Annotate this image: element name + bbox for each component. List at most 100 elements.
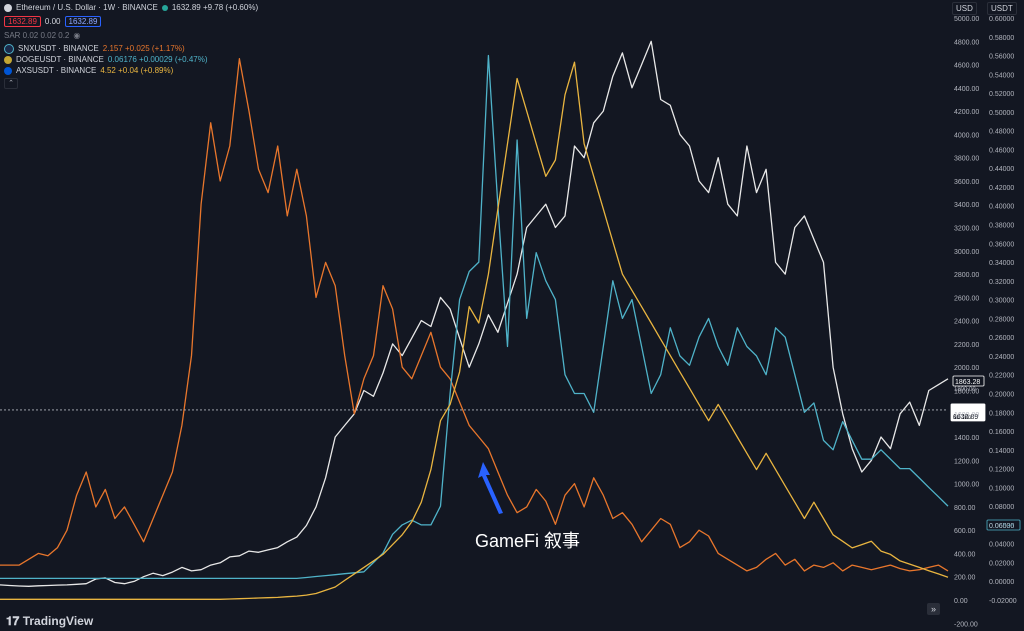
left-tick-label: 1000.00 [954,482,979,489]
right-tick-label: 0.60000 [989,16,1014,23]
axs-value: 4.52 +0.04 (+0.89%) [100,66,174,75]
legend-row-doge[interactable]: DOGEUSDT · BINANCE 0.06176 +0.00029 (+0.… [4,54,262,65]
left-tick-label: 3600.00 [954,179,979,186]
right-tick-label: 0.02000 [989,560,1014,567]
right-tick-label: 0.34000 [989,260,1014,267]
right-tick-label: 0.36000 [989,241,1014,248]
tradingview-logo[interactable]: 𝟏𝟕 TradingView [6,614,93,629]
left-tick-label: 4000.00 [954,132,979,139]
eth-last-price-tag-bg [950,403,986,422]
right-tick-label: 0.50000 [989,110,1014,117]
right-tick-label: 0.20000 [989,391,1014,398]
right-tick-label: 0.54000 [989,72,1014,79]
right-tick-label: 0.12000 [989,467,1014,474]
right-tick-label: 0.04000 [989,542,1014,549]
right-tick-label: 0.16000 [989,429,1014,436]
left-tick-label: 1800.00 [954,388,979,395]
right-price-axis[interactable]: 0.60000 0.58000 0.56000 0.54000 0.52000 0.500… [989,16,1017,605]
right-tick-label: 0.28000 [989,316,1014,323]
eye-icon[interactable]: ◉ [73,31,81,40]
right-tick-label: 0.42000 [989,185,1014,192]
left-tick-label: 600.00 [954,528,976,535]
legend-row-snx[interactable]: SNXUSDT · BINANCE 2.157 +0.025 (+1.17%) [4,43,262,54]
doge-last-price-tag-bg [986,519,1021,531]
right-tick-label: 0.40000 [989,204,1014,211]
left-tick-label: 4200.00 [954,109,979,116]
right-unit-button[interactable]: USDT [987,2,1017,15]
right-tick-label: -0.02000 [989,598,1017,605]
doge-value: 0.06176 +0.00029 (+0.47%) [107,55,208,64]
eth-icon [4,3,12,12]
collapse-legend-button[interactable]: ⌃ [4,78,18,89]
arrow-shape [478,462,503,514]
right-tick-label: 0.08000 [989,504,1014,511]
left-tick-label: 800.00 [954,505,976,512]
annotation-arrow [478,462,503,514]
left-unit-button[interactable]: USD [952,2,977,15]
right-tick-label: 0.58000 [989,35,1014,42]
left-tick-label: 1600.00 [954,412,979,419]
right-tick-label: 0.44000 [989,166,1014,173]
left-tick-label: 2400.00 [954,319,979,326]
right-tick-label: 0.56000 [989,54,1014,61]
right-tick-label: 0.32000 [989,279,1014,286]
market-status-icon [161,4,168,11]
upper-price-tag: 1863.28 [955,379,980,386]
left-tick-label: 3400.00 [954,202,979,209]
main-symbol-title[interactable]: Ethereum / U.S. Dollar · 1W · BINANCE [16,3,158,12]
left-tick-label: 1200.00 [954,458,979,465]
left-tick-label: 2600.00 [954,295,979,302]
eth-last-price-tag: 1632.89 [953,414,978,421]
legend-row-axs[interactable]: AXSUSDT · BINANCE 4.52 +0.04 (+0.89%) [4,65,262,76]
upper-price-tag-bg [952,375,985,387]
snx-symbol: SNXUSDT · BINANCE [18,44,99,53]
axs-symbol: AXSUSDT · BINANCE [16,66,97,75]
snx-value: 2.157 +0.025 (+1.17%) [102,44,185,53]
bid-ask-row: 1632.89 0.00 1632.89 [4,16,262,27]
right-tick-label: 0.24000 [989,354,1014,361]
left-tick-label: 200.00 [954,575,976,582]
main-price-change: 1632.89 +9.78 (+0.60%) [171,3,259,12]
left-tick-label: 2800.00 [954,272,979,279]
ask-box[interactable]: 1632.89 [64,16,102,27]
right-tick-label: 0.14000 [989,448,1014,455]
left-tick-label: 2000.00 [954,365,979,372]
right-tick-label: 0.26000 [989,335,1014,342]
right-tick-label: 0.10000 [989,485,1014,492]
right-tick-label: 0.06000 [989,523,1014,530]
spread-value: 0.00 [44,17,61,26]
left-tick-label: 2200.00 [954,342,979,349]
left-tick-label: 400.00 [954,551,976,558]
right-tick-label: 0.30000 [989,298,1014,305]
axs-icon [4,66,12,75]
right-tick-label: 0.52000 [989,91,1014,98]
scroll-to-realtime-button[interactable]: » [927,603,940,615]
axs-series-line [0,61,949,600]
eth-countdown: 6d 16h [953,415,971,421]
sar-row[interactable]: SAR 0.02 0.02 0.2 ◉ [4,30,262,41]
tradingview-icon: 𝟏𝟕 [6,614,20,628]
annotation-text: GameFi 叙事 [475,531,581,551]
right-tick-label: 0.48000 [989,129,1014,136]
sar-label: SAR 0.02 0.02 0.2 [4,31,70,40]
left-tick-label: 0.00 [954,598,968,605]
doge-icon [4,55,12,64]
tradingview-label: TradingView [22,614,94,628]
bid-box[interactable]: 1632.89 [4,16,41,27]
doge-symbol: DOGEUSDT · BINANCE [16,55,104,64]
left-tick-label: 4400.00 [954,86,979,93]
upper-price-sub: 1800.00 [954,387,976,393]
right-tick-label: 0.22000 [989,373,1014,380]
eth-series-line [0,40,949,587]
left-price-axis[interactable]: 5000.00 4800.00 4600.00 4400.00 4200.00 4000.… [954,16,979,628]
right-tick-label: 0.00000 [989,579,1014,586]
right-tick-label: 0.38000 [989,223,1014,230]
left-tick-label: 4800.00 [954,39,979,46]
left-tick-label: 1400.00 [954,435,979,442]
right-tick-label: 0.46000 [989,147,1014,154]
snx-series-line [0,58,949,572]
left-tick-label: 4600.00 [954,63,979,70]
left-tick-label: 5000.00 [954,16,979,23]
